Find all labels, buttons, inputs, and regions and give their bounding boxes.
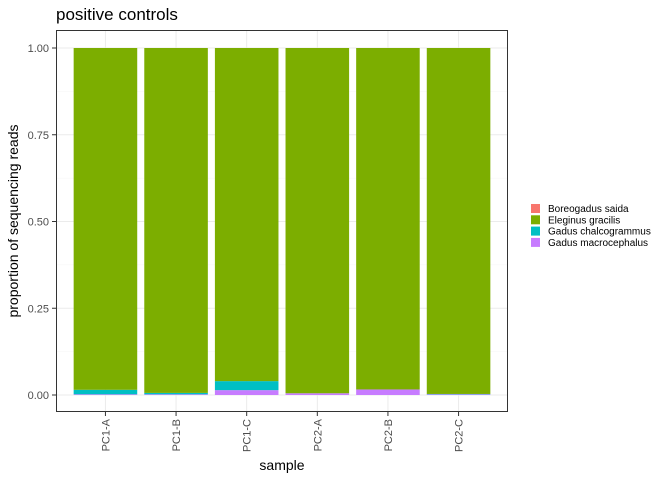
legend-label: Gadus chalcogrammus — [548, 227, 651, 238]
x-tick-label: PC2-A — [312, 418, 324, 451]
chart-title: positive controls — [56, 5, 178, 24]
legend-key — [531, 237, 540, 247]
bar-segment — [73, 389, 138, 395]
y-axis-title: proportion of sequencing reads — [5, 124, 21, 317]
bar-segment — [426, 394, 491, 395]
x-tick-label: PC2-B — [383, 419, 395, 451]
bar-segment — [144, 392, 208, 395]
bar-segment — [144, 48, 208, 393]
y-tick-label: 0.50 — [28, 217, 49, 229]
bar-segment — [214, 381, 279, 391]
x-axis: PC1-A PC1-B PC1-C PC2-A PC2-B PC2-C — [100, 412, 466, 452]
y-tick-label: 0.25 — [28, 303, 49, 315]
y-axis: 0.00 0.25 0.50 0.75 1.00 — [28, 43, 56, 402]
bar-segment — [356, 389, 420, 395]
y-tick-label: 0.75 — [28, 130, 49, 142]
bar-segment — [426, 48, 491, 394]
bar-segment — [356, 48, 420, 390]
legend-label: Boreogadus saida — [548, 204, 629, 215]
legend-key — [531, 226, 540, 236]
bar-segment — [144, 394, 208, 395]
y-tick-label: 1.00 — [28, 43, 49, 55]
legend-key — [531, 215, 540, 225]
bar-segment — [214, 48, 279, 382]
legend-label: Eleginus gracilis — [548, 215, 620, 226]
plot-panel-border — [56, 30, 508, 412]
x-axis-title: sample — [259, 457, 304, 473]
bar-segment — [285, 393, 350, 395]
bar-segment — [73, 394, 138, 395]
bar-segment — [214, 390, 279, 395]
legend-key — [531, 204, 540, 213]
x-tick-label: PC1-A — [100, 418, 112, 451]
bars — [73, 48, 491, 395]
bar-segment — [73, 48, 138, 390]
x-tick-label: PC2-C — [454, 419, 466, 452]
x-tick-label: PC1-B — [171, 419, 183, 451]
legend-label: Gadus macrocephalus — [548, 238, 648, 249]
y-tick-label: 0.00 — [28, 390, 49, 402]
bar-segment — [285, 48, 350, 394]
x-tick-label: PC1-C — [242, 419, 254, 452]
